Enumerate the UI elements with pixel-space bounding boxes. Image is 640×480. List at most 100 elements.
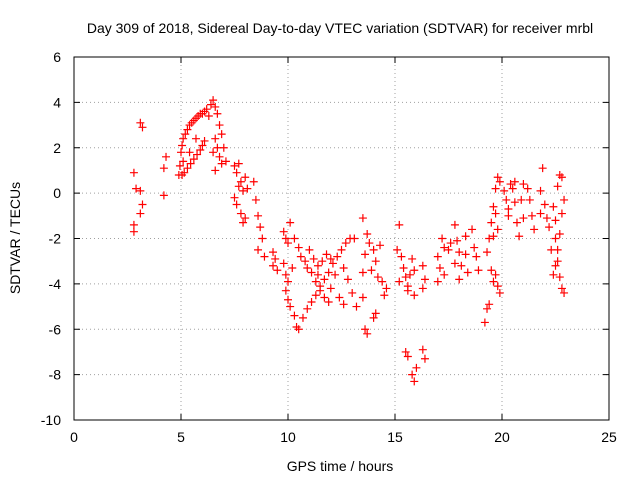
data-point [281, 234, 290, 243]
data-point [213, 143, 222, 152]
data-point [549, 202, 558, 211]
data-point [324, 298, 333, 307]
data-point [234, 159, 243, 168]
data-point [284, 277, 292, 286]
y-tick-label: 2 [53, 140, 61, 156]
data-point [418, 284, 427, 293]
data-point [493, 225, 502, 234]
data-point [185, 148, 194, 157]
data-point [159, 191, 168, 200]
data-point [136, 186, 145, 195]
data-point [367, 266, 376, 275]
data-point [506, 180, 515, 189]
data-point [378, 277, 387, 286]
data-point [328, 259, 337, 268]
data-point [557, 209, 566, 218]
data-point [204, 111, 213, 120]
data-point [489, 232, 498, 241]
data-point [420, 354, 429, 363]
data-point [215, 121, 224, 130]
data-point [193, 150, 202, 159]
data-point [545, 223, 554, 232]
data-point [279, 259, 288, 268]
data-point [508, 184, 517, 193]
data-point [286, 302, 295, 311]
data-point [179, 134, 188, 143]
data-point [305, 245, 314, 254]
data-point [129, 168, 138, 177]
data-point [557, 173, 566, 182]
data-point [271, 254, 280, 263]
data-point [491, 184, 500, 193]
data-point [290, 311, 299, 320]
data-point [504, 205, 513, 214]
data-point [487, 218, 496, 227]
data-point [487, 266, 496, 275]
data-point [555, 229, 564, 238]
data-point [239, 186, 248, 195]
data-point [191, 134, 200, 143]
data-point [401, 273, 410, 282]
data-point [241, 214, 250, 223]
y-tick-label: -2 [49, 231, 62, 247]
data-point [296, 252, 305, 261]
data-point [369, 313, 378, 322]
data-point [236, 177, 245, 186]
data-point [309, 254, 318, 263]
data-point [438, 234, 447, 243]
data-point [395, 220, 404, 229]
data-point [196, 146, 205, 155]
data-point [311, 291, 320, 300]
data-point [510, 177, 519, 186]
data-point [435, 263, 444, 272]
data-point [483, 248, 492, 257]
data-point [470, 243, 479, 252]
data-point [326, 254, 335, 263]
data-point [553, 245, 562, 254]
y-axis-ticks: -10 -8 -6 -4 -2 0 2 4 6 [41, 49, 609, 428]
data-point [403, 352, 412, 361]
data-point [450, 220, 459, 229]
data-point [493, 173, 502, 182]
data-point [358, 268, 367, 277]
y-tick-label: 4 [53, 94, 61, 110]
data-point [485, 300, 494, 309]
data-point [313, 270, 322, 279]
data-point [232, 168, 241, 177]
data-point [303, 263, 312, 272]
grid-lines [74, 57, 609, 420]
data-point [555, 273, 564, 282]
data-point [408, 254, 417, 263]
data-point [331, 270, 340, 279]
y-tick-label: -8 [49, 367, 62, 383]
data-point [129, 227, 138, 236]
data-point [333, 252, 342, 261]
data-point [290, 234, 299, 243]
data-point [343, 275, 352, 284]
data-point [551, 234, 560, 243]
data-point [433, 252, 442, 261]
data-point [536, 209, 545, 218]
data-point [472, 252, 481, 261]
data-point [138, 123, 147, 132]
data-point [483, 304, 492, 313]
data-point [254, 211, 263, 220]
data-point [221, 157, 230, 166]
data-point [251, 195, 260, 204]
x-tick-label: 10 [280, 429, 296, 445]
data-point [455, 275, 464, 284]
data-point [273, 266, 282, 275]
data-point [553, 257, 562, 266]
data-point [301, 257, 310, 266]
data-point [136, 118, 145, 127]
data-point [519, 180, 528, 189]
data-point [523, 184, 532, 193]
y-axis-label: SDTVAR / TECUs [7, 182, 23, 294]
data-point [457, 261, 466, 270]
data-point [380, 291, 389, 300]
data-point [213, 109, 222, 118]
data-point [206, 100, 215, 109]
data-point [397, 252, 406, 261]
data-point [294, 243, 303, 252]
data-point [463, 268, 472, 277]
